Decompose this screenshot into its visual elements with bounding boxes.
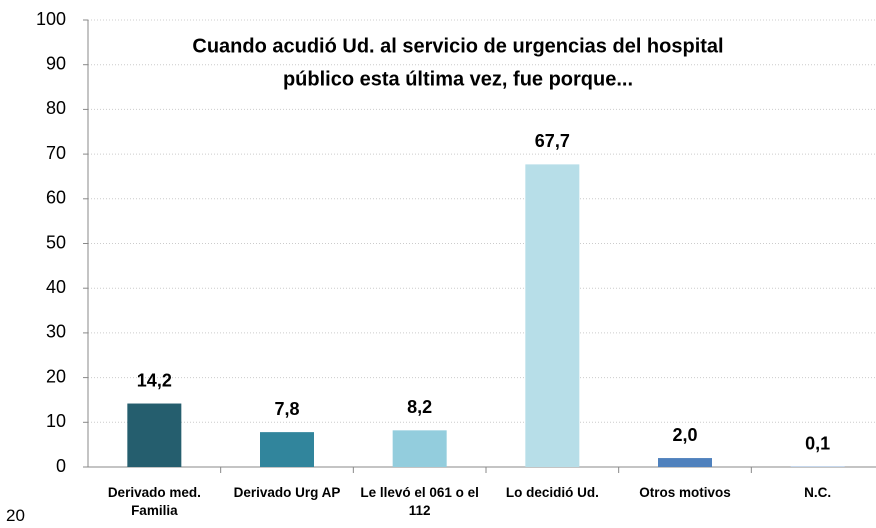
y-tick-label: 90 bbox=[46, 53, 66, 73]
x-tick-label: Le llevó el 061 o el 112 bbox=[360, 485, 479, 518]
x-tick-label: Lo decidió Ud. bbox=[505, 485, 599, 500]
page-number: 20 bbox=[6, 506, 25, 525]
bar bbox=[392, 430, 447, 467]
y-tick-label: 80 bbox=[46, 98, 66, 118]
y-tick-label: 20 bbox=[46, 366, 66, 386]
chart-title: Cuando acudió Ud. al servicio de urgenci… bbox=[192, 35, 723, 57]
bar bbox=[525, 164, 580, 468]
chart-title: público esta última vez, fue porque... bbox=[283, 68, 633, 90]
value-label: 14,2 bbox=[137, 370, 172, 390]
x-tick-label: N.C. bbox=[804, 485, 832, 500]
bar bbox=[127, 403, 182, 467]
y-tick-label: 100 bbox=[36, 9, 66, 29]
y-tick-label: 50 bbox=[46, 232, 66, 252]
y-tick-label: 60 bbox=[46, 188, 66, 208]
bar bbox=[658, 458, 712, 467]
y-tick-label: 10 bbox=[46, 411, 66, 431]
x-tick-label: Derivado Urg AP bbox=[233, 485, 341, 500]
value-label: 8,2 bbox=[407, 397, 432, 417]
value-label: 0,1 bbox=[805, 433, 830, 453]
value-label: 67,7 bbox=[535, 131, 570, 151]
y-tick-label: 40 bbox=[46, 277, 66, 297]
x-tick-label: Otros motivos bbox=[639, 485, 731, 500]
value-label: 2,0 bbox=[672, 425, 697, 445]
x-tick-label: Derivado med. Familia bbox=[107, 485, 201, 518]
y-tick-label: 0 bbox=[56, 456, 66, 476]
y-tick-label: 70 bbox=[46, 143, 66, 163]
bar bbox=[260, 432, 314, 467]
y-tick-label: 30 bbox=[46, 322, 66, 342]
value-label: 7,8 bbox=[274, 399, 299, 419]
